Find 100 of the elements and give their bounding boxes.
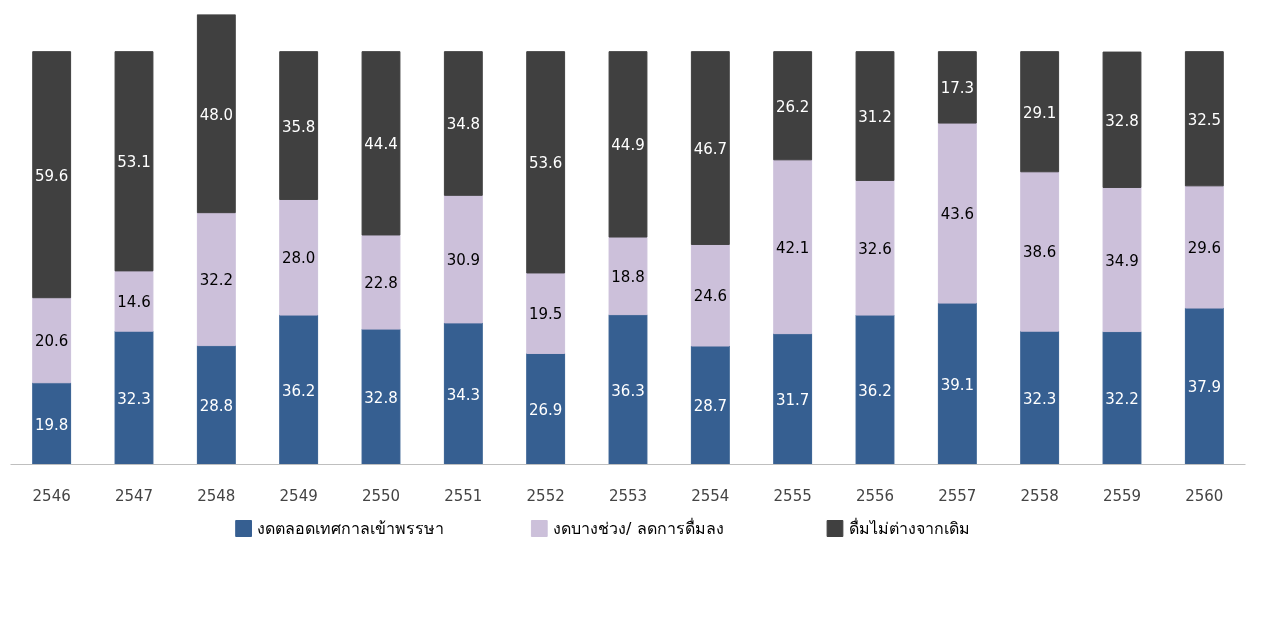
bar [361,51,401,236]
bar [1020,330,1060,465]
bar [526,51,566,274]
data-label: 32.6 [858,239,892,258]
bar [279,198,319,316]
data-label: 59.6 [34,166,69,185]
x-tick-label: 2555 [773,486,812,505]
x-tick-label: 2554 [691,486,730,505]
bar [526,272,566,354]
bar [1102,331,1142,465]
bar [608,51,648,238]
bar [196,212,236,347]
bar [279,51,319,200]
x-tick-label: 2551 [444,486,483,505]
bar [855,51,895,181]
data-label: 26.2 [775,97,810,116]
legend-label: ดื่มไม่ต่างจากเดิม [848,517,970,538]
data-label: 32.2 [1105,390,1139,409]
data-label: 39.1 [940,375,975,394]
bar [443,51,483,196]
bar [937,122,977,304]
bar [196,14,236,214]
bar [937,51,977,124]
x-tick-label: 2558 [1020,486,1059,505]
x-tick-label: 2559 [1102,486,1142,505]
data-label: 30.9 [446,251,481,270]
data-label: 34.9 [1105,251,1139,270]
data-label: 36.2 [858,381,892,400]
data-label: 29.1 [1022,103,1057,122]
x-tick-label: 2548 [197,486,236,505]
data-label: 35.8 [281,117,316,136]
data-label: 28.8 [199,397,234,416]
bar [361,328,401,465]
bar [1184,51,1224,187]
bar [690,51,730,245]
bar [443,322,483,465]
data-label: 18.8 [611,267,645,286]
data-label: 44.9 [611,136,645,155]
bar [773,159,813,335]
x-tick-label: 2556 [855,486,895,505]
bar [114,270,154,332]
data-label: 34.3 [446,385,481,404]
bar [1020,51,1060,173]
bar [1184,185,1224,309]
data-label: 32.8 [364,388,398,407]
x-tick-label: 2549 [279,486,318,505]
data-label: 53.1 [117,153,151,172]
bar [690,345,730,465]
data-label: 43.6 [940,205,975,224]
data-label: 44.4 [364,135,398,154]
x-tick-label: 2546 [32,486,71,505]
bar [1184,307,1224,465]
bar [1020,171,1060,332]
data-label: 28.7 [693,397,728,416]
data-label: 31.2 [858,108,892,127]
bar [937,302,977,465]
bar [443,194,483,324]
data-label: 22.8 [364,274,398,293]
x-tick-label: 2560 [1185,486,1224,505]
data-label: 17.3 [940,79,975,98]
data-label: 29.6 [1187,238,1222,257]
bar [773,51,813,161]
bar [773,333,813,465]
x-tick-label: 2552 [526,486,565,505]
bar [32,382,72,465]
data-label: 46.7 [693,140,728,159]
x-tick-label: 2547 [114,486,154,505]
data-label: 32.3 [117,389,151,408]
data-label: 32.5 [1187,110,1222,129]
data-label: 32.2 [199,271,234,290]
data-label: 19.5 [528,305,563,324]
data-label: 32.8 [1105,111,1139,130]
bar [32,297,72,384]
bar [608,236,648,316]
x-tick-label: 2557 [938,486,977,505]
bar [1102,186,1142,333]
legend-label: งดบางช่วง/ ลดการดื่มลง [553,517,724,538]
data-label: 42.1 [775,238,810,257]
legend-label: งดตลอดเทศกาลเข้าพรรษา [257,519,445,538]
data-label: 20.6 [34,332,69,351]
bar [526,352,566,465]
data-label: 14.6 [117,293,151,312]
x-tick-label: 2553 [608,486,648,505]
data-label: 38.6 [1022,243,1057,262]
bar [361,234,401,330]
data-label: 36.2 [281,381,316,400]
bar [608,314,648,465]
data-label: 28.0 [281,249,316,268]
data-label: 32.3 [1022,389,1057,408]
bar [279,314,319,465]
bar [114,51,154,272]
data-label: 19.8 [34,415,69,434]
data-label: 31.7 [775,391,810,410]
bar [196,345,236,465]
bar [855,314,895,465]
bar [114,330,154,465]
data-label: 53.6 [528,154,563,173]
data-label: 37.9 [1187,378,1222,397]
data-label: 36.3 [611,381,645,400]
data-label: 24.6 [693,287,728,306]
